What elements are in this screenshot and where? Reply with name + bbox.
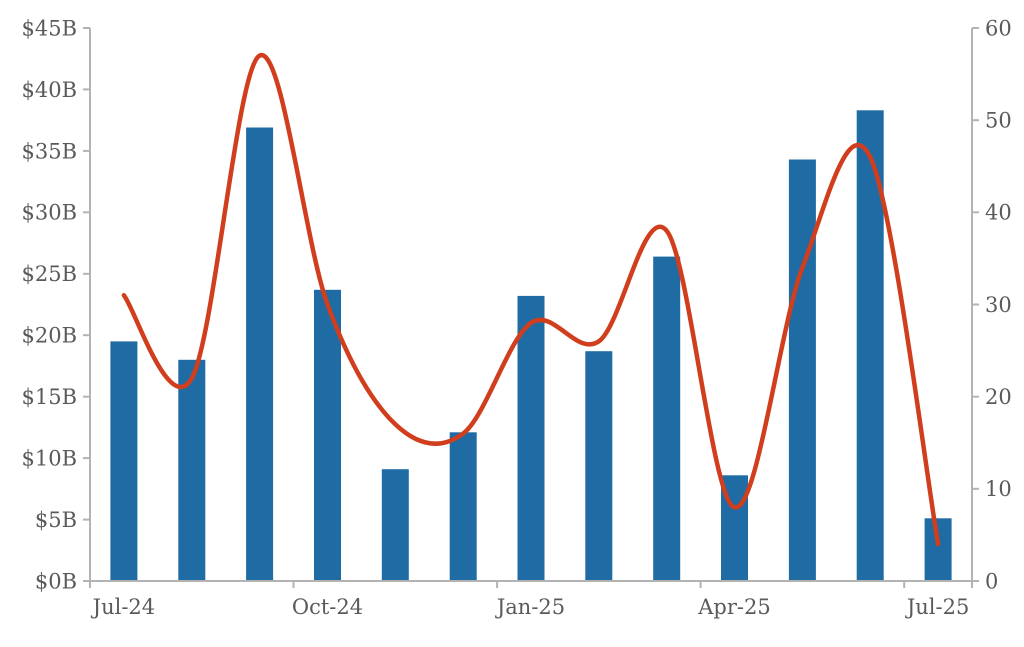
bar-jan-25 bbox=[517, 295, 545, 581]
x-axis-label: Jul-24 bbox=[91, 595, 155, 619]
x-axis-label: Oct-24 bbox=[292, 595, 363, 619]
right-axis-tick-label: 40 bbox=[985, 201, 1012, 225]
left-axis-tick-label: $20B bbox=[21, 324, 77, 348]
left-axis-tick-label: $5B bbox=[35, 508, 77, 532]
trend-line bbox=[121, 53, 941, 547]
right-axis-tick-label: 30 bbox=[985, 293, 1012, 317]
bar-oct-24 bbox=[314, 289, 341, 581]
left-axis-tick-label: $45B bbox=[21, 16, 77, 40]
bar-aug-24 bbox=[178, 359, 206, 581]
bar-may-25 bbox=[788, 159, 816, 581]
bar-jul-24 bbox=[110, 341, 138, 581]
bar-dec-24 bbox=[449, 432, 477, 581]
x-axis-label: Jul-25 bbox=[905, 595, 969, 619]
left-axis-tick-label: $10B bbox=[21, 446, 77, 470]
right-axis-tick-label: 20 bbox=[985, 385, 1012, 409]
bar-feb-25 bbox=[585, 351, 613, 581]
left-axis-tick-label: $30B bbox=[21, 201, 77, 225]
left-axis-tick-label: $25B bbox=[21, 262, 77, 286]
right-axis-tick-label: 0 bbox=[985, 569, 998, 593]
left-axis-tick-label: $15B bbox=[21, 385, 77, 409]
bar-nov-24 bbox=[381, 469, 409, 581]
x-axis-label: Jan-25 bbox=[495, 595, 565, 619]
left-axis-tick-label: $40B bbox=[21, 78, 77, 102]
left-axis-tick-label: $35B bbox=[21, 139, 77, 163]
right-axis-tick-label: 60 bbox=[985, 16, 1012, 40]
bar-sep-24 bbox=[246, 127, 274, 581]
right-axis-tick-label: 10 bbox=[985, 477, 1012, 501]
x-axis-label: Apr-25 bbox=[697, 595, 770, 619]
bar-jul-25 bbox=[924, 518, 952, 581]
right-axis-tick-label: 50 bbox=[985, 109, 1012, 133]
bar-mar-25 bbox=[653, 256, 681, 581]
left-axis-tick-label: $0B bbox=[35, 569, 77, 593]
